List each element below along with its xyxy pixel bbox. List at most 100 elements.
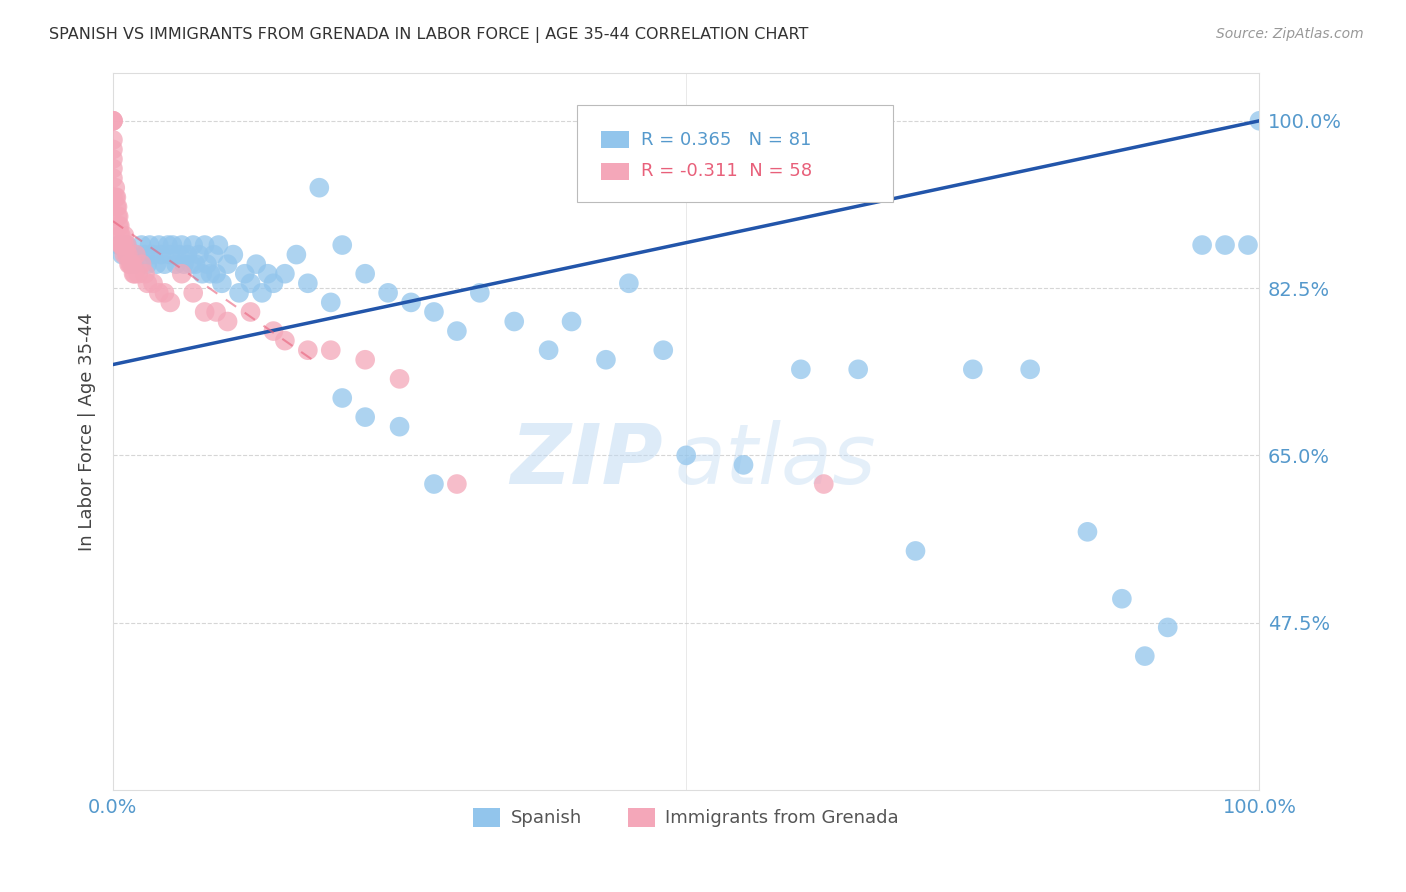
Point [170, 267, 193, 281]
Point [122, 267, 145, 281]
Point [1191, 238, 1213, 252]
Point [108, 228, 131, 243]
Point [319, 343, 342, 358]
Point [733, 458, 755, 472]
Point [122, 257, 145, 271]
Point [207, 238, 229, 252]
Point [101, 152, 124, 166]
Point [388, 419, 411, 434]
Text: ZIP: ZIP [510, 419, 664, 500]
Point [107, 238, 129, 252]
Point [377, 285, 399, 300]
Point [846, 362, 869, 376]
Point [274, 334, 297, 348]
Point [112, 238, 135, 252]
Point [125, 247, 148, 261]
Point [181, 238, 204, 252]
Point [191, 267, 214, 281]
Point [131, 257, 153, 271]
FancyBboxPatch shape [578, 105, 893, 202]
Point [105, 200, 128, 214]
Point [131, 238, 153, 252]
Point [170, 238, 193, 252]
Point [156, 238, 179, 252]
Point [162, 238, 184, 252]
Point [159, 295, 181, 310]
Point [101, 190, 124, 204]
Point [115, 238, 138, 252]
Point [790, 362, 813, 376]
Point [176, 247, 198, 261]
Point [423, 477, 446, 491]
Text: Source: ZipAtlas.com: Source: ZipAtlas.com [1216, 27, 1364, 41]
Point [297, 343, 319, 358]
Point [675, 448, 697, 462]
Point [262, 277, 284, 291]
Point [101, 113, 124, 128]
Point [142, 277, 165, 291]
Point [228, 285, 250, 300]
Point [285, 247, 308, 261]
Point [101, 113, 124, 128]
Point [256, 267, 278, 281]
Point [105, 190, 128, 204]
Point [107, 219, 129, 233]
Point [104, 180, 127, 194]
Point [159, 247, 181, 261]
Point [262, 324, 284, 338]
Point [136, 277, 159, 291]
Point [354, 352, 377, 367]
Text: SPANISH VS IMMIGRANTS FROM GRENADA IN LABOR FORCE | AGE 35-44 CORRELATION CHART: SPANISH VS IMMIGRANTS FROM GRENADA IN LA… [49, 27, 808, 43]
Point [537, 343, 560, 358]
Point [153, 285, 176, 300]
Point [111, 238, 134, 252]
Point [239, 277, 262, 291]
Point [120, 257, 142, 271]
Point [145, 257, 167, 271]
Point [115, 247, 138, 261]
Point [111, 238, 134, 252]
Point [561, 314, 583, 328]
Point [813, 477, 835, 491]
Point [101, 133, 124, 147]
Point [120, 257, 142, 271]
Point [101, 161, 124, 176]
Point [217, 314, 239, 328]
Point [117, 247, 139, 261]
Point [180, 257, 202, 271]
Point [150, 247, 173, 261]
Point [1019, 362, 1042, 376]
Point [136, 257, 159, 271]
Point [124, 267, 146, 281]
Point [446, 324, 468, 338]
Point [503, 314, 526, 328]
Point [118, 257, 141, 271]
Point [1076, 524, 1098, 539]
Point [108, 219, 131, 233]
Point [202, 247, 225, 261]
Point [354, 267, 377, 281]
Point [107, 210, 129, 224]
Point [222, 247, 245, 261]
Point [120, 247, 142, 261]
Point [153, 257, 176, 271]
Point [399, 295, 422, 310]
Point [111, 247, 134, 261]
Point [1133, 649, 1156, 664]
FancyBboxPatch shape [602, 162, 628, 180]
Text: atlas: atlas [675, 419, 876, 500]
Text: R = 0.365   N = 81: R = 0.365 N = 81 [641, 130, 811, 149]
Point [297, 277, 319, 291]
Point [194, 238, 217, 252]
Point [1237, 238, 1260, 252]
Point [134, 267, 156, 281]
Point [200, 267, 222, 281]
Y-axis label: In Labor Force | Age 35-44: In Labor Force | Age 35-44 [79, 312, 96, 550]
Point [468, 285, 491, 300]
Point [165, 257, 187, 271]
Point [127, 267, 149, 281]
Point [308, 180, 330, 194]
FancyBboxPatch shape [602, 131, 628, 148]
Point [211, 277, 233, 291]
Point [142, 247, 165, 261]
